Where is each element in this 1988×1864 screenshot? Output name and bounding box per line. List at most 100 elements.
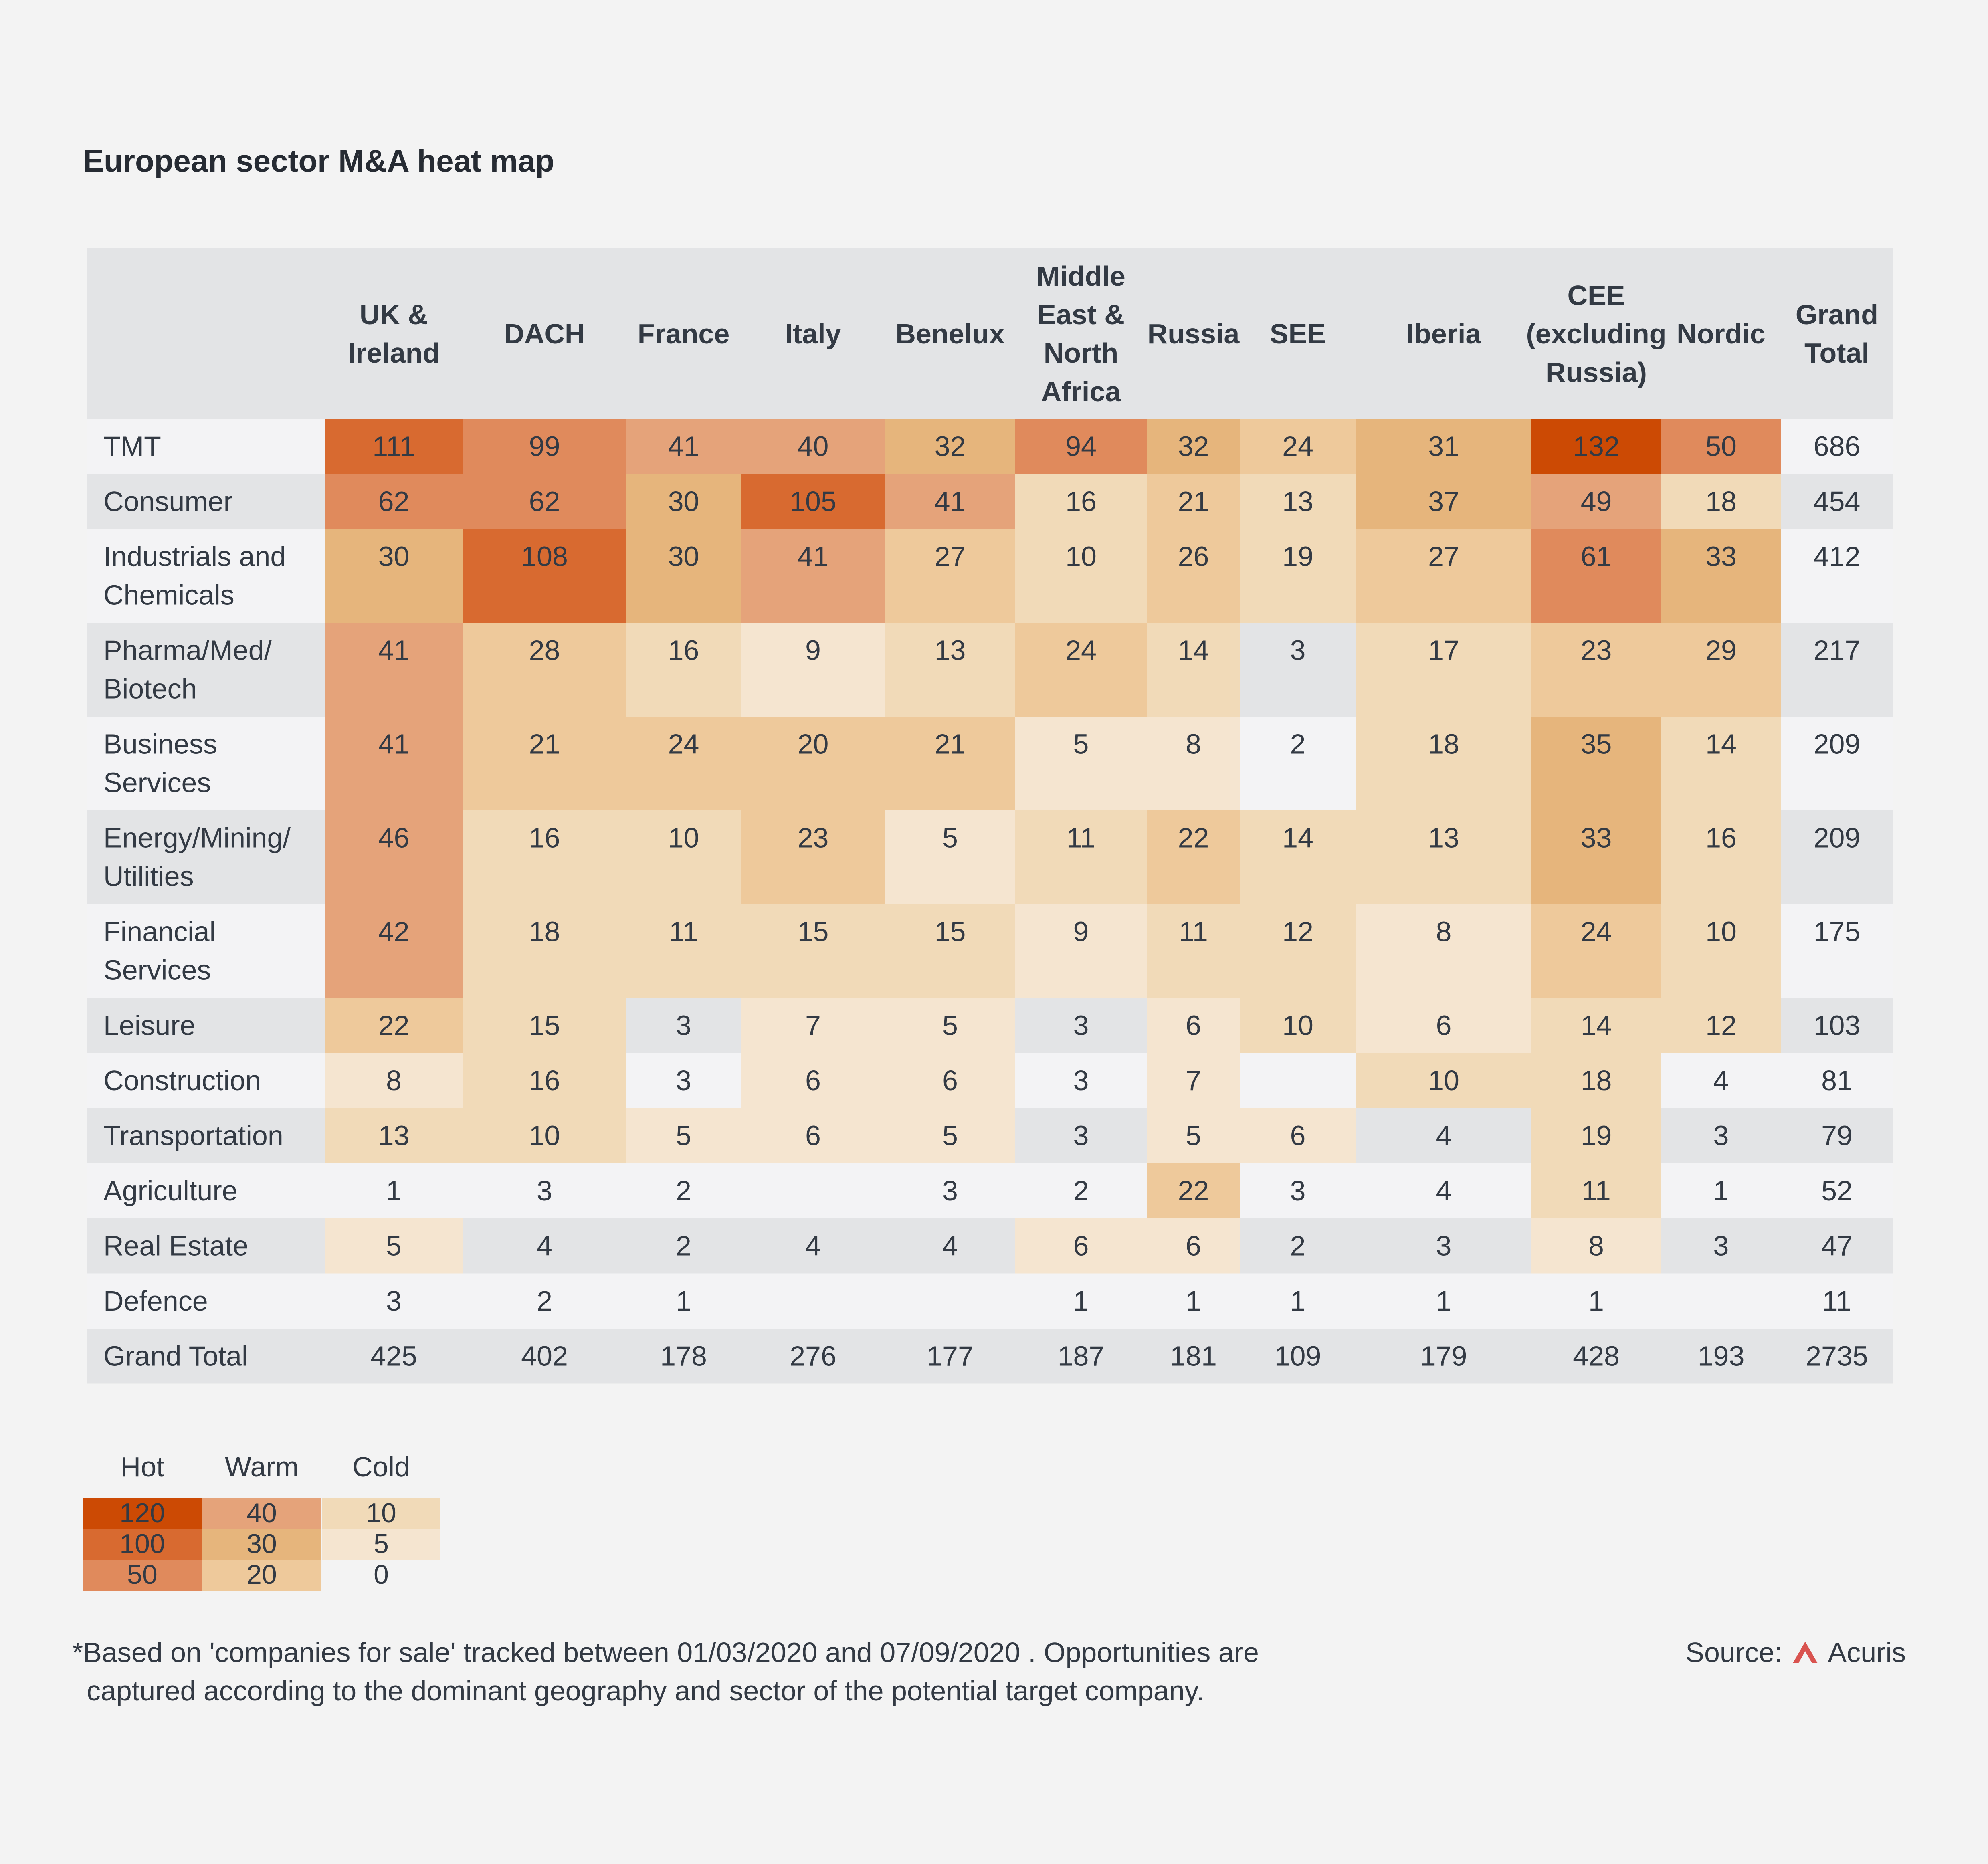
cell-value: 5 bbox=[386, 1230, 402, 1262]
heat-cell bbox=[1531, 810, 1661, 904]
heat-cell bbox=[1015, 474, 1147, 529]
heat-cell bbox=[325, 1108, 463, 1163]
table-row bbox=[87, 1329, 1893, 1384]
heat-cell bbox=[1531, 1163, 1661, 1218]
heat-cell bbox=[1531, 623, 1661, 717]
heat-cell bbox=[741, 904, 885, 998]
row-label: Grand Total bbox=[103, 1341, 248, 1372]
cell-value: 6 bbox=[1186, 1230, 1201, 1262]
column-header: Total bbox=[1804, 337, 1869, 369]
cell-value: 7 bbox=[805, 1010, 821, 1041]
heat-cell bbox=[1015, 1218, 1147, 1274]
heat-cell bbox=[463, 998, 626, 1053]
column-header: Russia bbox=[1148, 318, 1240, 349]
cell-value: 5 bbox=[942, 822, 958, 854]
cell-value: 15 bbox=[798, 916, 829, 947]
cell-value: 402 bbox=[521, 1341, 568, 1372]
row-total: 47 bbox=[1821, 1230, 1853, 1262]
row-total: 412 bbox=[1814, 541, 1861, 572]
cell-value: 41 bbox=[668, 431, 699, 462]
column-header: (excluding bbox=[1526, 318, 1666, 349]
cell-value: 5 bbox=[1186, 1120, 1201, 1151]
cell-value: 26 bbox=[1178, 541, 1209, 572]
heat-cell bbox=[1531, 717, 1661, 810]
row-label: Chemicals bbox=[103, 580, 234, 611]
cell-value: 22 bbox=[1178, 822, 1209, 854]
heat-cell bbox=[626, 474, 741, 529]
heat-cell bbox=[1147, 623, 1240, 717]
legend-value: 120 bbox=[119, 1498, 165, 1528]
row-total: 209 bbox=[1814, 822, 1861, 854]
heat-cell bbox=[325, 1218, 463, 1274]
cell-value: 11 bbox=[669, 916, 698, 947]
heat-cell bbox=[1661, 998, 1781, 1053]
cell-value: 31 bbox=[1428, 431, 1459, 462]
heat-cell bbox=[1356, 717, 1531, 810]
heat-cell bbox=[1147, 1163, 1240, 1218]
cell-value: 22 bbox=[378, 1010, 410, 1041]
cell-value: 2 bbox=[676, 1230, 691, 1262]
cell-value: 40 bbox=[798, 431, 829, 462]
column-header: Russia) bbox=[1546, 357, 1647, 388]
heat-cell bbox=[463, 623, 626, 717]
cell-value: 3 bbox=[676, 1010, 691, 1041]
cell-value: 10 bbox=[1428, 1065, 1459, 1096]
cell-value: 1 bbox=[1588, 1285, 1604, 1317]
cell-value: 16 bbox=[1705, 822, 1737, 854]
cell-value: 32 bbox=[1178, 431, 1209, 462]
cell-value: 35 bbox=[1581, 729, 1612, 760]
cell-value: 20 bbox=[798, 729, 829, 760]
row-label: Biotech bbox=[103, 673, 197, 705]
legend-scale: 120 40 10 100 30 5 50 20 0 bbox=[83, 1498, 440, 1591]
cell-value: 4 bbox=[1436, 1120, 1452, 1151]
heat-cell bbox=[463, 810, 626, 904]
cell-value: 11 bbox=[1582, 1175, 1611, 1206]
cell-value: 9 bbox=[1073, 916, 1089, 947]
heat-cell bbox=[1147, 904, 1240, 998]
cell-value: 41 bbox=[798, 541, 829, 572]
legend-value: 100 bbox=[119, 1529, 165, 1559]
cell-value: 108 bbox=[521, 541, 568, 572]
heat-cell bbox=[325, 419, 463, 474]
heat-cell bbox=[741, 419, 885, 474]
cell-value: 16 bbox=[529, 822, 560, 854]
footnote: *Based on 'companies for sale' tracked b… bbox=[72, 1633, 1515, 1710]
heat-cell bbox=[741, 1053, 885, 1108]
cell-value: 24 bbox=[1581, 916, 1612, 947]
heat-cell bbox=[1531, 1053, 1661, 1108]
cell-value: 1 bbox=[386, 1175, 402, 1206]
cell-value: 5 bbox=[942, 1120, 958, 1151]
heat-cell bbox=[741, 623, 885, 717]
heat-cell bbox=[885, 623, 1015, 717]
cell-value: 10 bbox=[1705, 916, 1737, 947]
row-label: Construction bbox=[103, 1065, 261, 1096]
column-header: Africa bbox=[1041, 376, 1121, 407]
cell-value: 187 bbox=[1058, 1341, 1105, 1372]
row-label: Services bbox=[103, 767, 211, 798]
row-label: Utilities bbox=[103, 861, 194, 892]
heat-cell bbox=[1147, 998, 1240, 1053]
cell-value: 10 bbox=[668, 822, 699, 854]
legend-value: 40 bbox=[246, 1498, 277, 1528]
source-credit: Source: Acuris bbox=[1685, 1633, 1906, 1672]
heat-cell bbox=[1356, 810, 1531, 904]
legend-value: 5 bbox=[374, 1529, 389, 1559]
cell-value: 33 bbox=[1581, 822, 1612, 854]
column-header: CEE bbox=[1568, 280, 1625, 311]
cell-value: 18 bbox=[1581, 1065, 1612, 1096]
cell-value: 12 bbox=[1282, 916, 1313, 947]
heat-cell bbox=[325, 1053, 463, 1108]
cell-value: 19 bbox=[1581, 1120, 1612, 1151]
heat-cell bbox=[1240, 810, 1356, 904]
heat-cell bbox=[1356, 529, 1531, 623]
heat-cell bbox=[325, 623, 463, 717]
heat-cell bbox=[1531, 904, 1661, 998]
heat-cell bbox=[626, 1108, 741, 1163]
cell-value: 99 bbox=[529, 431, 560, 462]
row-label: Transportation bbox=[103, 1120, 283, 1151]
heat-cell bbox=[885, 529, 1015, 623]
row-total: 11 bbox=[1822, 1285, 1852, 1317]
cell-value: 46 bbox=[378, 822, 410, 854]
heat-cell bbox=[741, 810, 885, 904]
cell-value: 17 bbox=[1428, 635, 1459, 666]
